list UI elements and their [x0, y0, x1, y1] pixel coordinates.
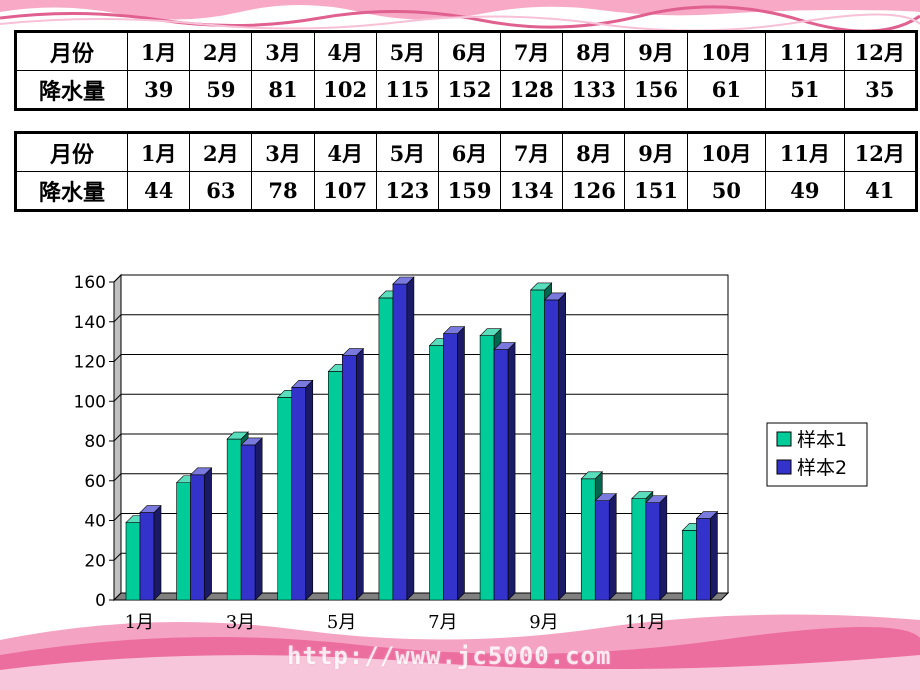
- value-cell: 41: [843, 171, 918, 211]
- gridline-side: [113, 433, 122, 442]
- bar-样本2-2月: [189, 467, 213, 601]
- month-cell: 4月: [313, 31, 377, 71]
- bar-样本2-5月: [341, 347, 365, 601]
- bar-样本2-6月: [392, 276, 415, 601]
- table-header-row: 月份 1月 2月 3月 4月 5月 6月 7月 8月 9月 10月 11月 12…: [14, 132, 918, 172]
- value-cell: 151: [624, 171, 688, 211]
- month-cell: 1月: [127, 31, 191, 71]
- bar-样本2-4月: [291, 379, 314, 601]
- value-cell: 134: [500, 171, 564, 211]
- x-tick-label: 9月: [529, 612, 558, 633]
- legend-label: 样本1: [797, 429, 847, 451]
- x-tick-label: 3月: [226, 612, 255, 633]
- bar-样本2-9月: [543, 292, 567, 601]
- gridline-side: [113, 473, 122, 482]
- legend-swatch-样本1: [776, 431, 792, 447]
- value-cell: 39: [127, 70, 191, 110]
- value-label: 降水量: [14, 171, 129, 211]
- month-cell: 6月: [437, 132, 502, 172]
- month-cell: 1月: [127, 132, 191, 172]
- gridline-side: [113, 393, 122, 402]
- y-tick-label: 140: [74, 313, 106, 333]
- value-cell: 78: [251, 171, 315, 211]
- bottom-wave-decoration: [0, 614, 920, 690]
- month-cell: 5月: [375, 132, 439, 172]
- precipitation-table-sample-1: 月份 1月 2月 3月 4月 5月 6月 7月 8月 9月 10月 11月 12…: [14, 30, 918, 111]
- value-cell: 102: [313, 70, 377, 110]
- y-tick-label: 120: [74, 353, 106, 373]
- month-cell: 9月: [624, 132, 688, 172]
- bar-样本2-3月: [240, 437, 263, 601]
- value-cell: 152: [437, 70, 502, 110]
- watermark-url: http://www.jc5000.com: [287, 642, 612, 670]
- gridline-side: [113, 314, 122, 323]
- month-cell: 3月: [251, 31, 315, 71]
- bar-样本2-10月: [594, 492, 617, 601]
- y-tick-label: 40: [84, 512, 106, 532]
- y-tick-label: 100: [74, 392, 106, 412]
- value-cell: 49: [765, 171, 845, 211]
- value-cell: 51: [765, 70, 845, 110]
- x-tick-label: 7月: [428, 612, 457, 633]
- month-cell: 8月: [562, 31, 626, 71]
- table-value-row: 降水量 39 59 81 102 115 152 128 133 156 61 …: [14, 70, 918, 110]
- value-cell: 133: [562, 70, 626, 110]
- table-value-row: 降水量 44 63 78 107 123 159 134 126 151 50 …: [14, 171, 918, 211]
- month-cell: 2月: [189, 31, 253, 71]
- value-cell: 107: [313, 171, 377, 211]
- value-cell: 59: [189, 70, 253, 110]
- gridline-side: [113, 274, 122, 283]
- month-cell: 3月: [251, 132, 315, 172]
- bar-样本2-7月: [442, 325, 466, 601]
- month-cell: 9月: [624, 31, 688, 71]
- gridline-side: [113, 552, 122, 561]
- value-cell: 81: [251, 70, 315, 110]
- value-cell: 50: [686, 171, 767, 211]
- value-cell: 159: [437, 171, 502, 211]
- value-cell: 61: [686, 70, 767, 110]
- top-wave-decoration: [0, 0, 920, 30]
- value-cell: 35: [843, 70, 918, 110]
- x-tick-label: 1月: [125, 612, 154, 633]
- y-tick-label: 20: [84, 551, 106, 571]
- bar-样本2-12月: [695, 510, 719, 601]
- x-tick-label: 11月: [625, 612, 666, 633]
- precipitation-table-sample-2: 月份 1月 2月 3月 4月 5月 6月 7月 8月 9月 10月 11月 12…: [14, 131, 918, 212]
- y-tick-label: 160: [74, 273, 106, 293]
- y-tick-label: 0: [95, 591, 106, 611]
- y-tick-label: 60: [84, 472, 106, 492]
- gridline-side: [113, 513, 122, 521]
- value-cell: 63: [189, 171, 253, 211]
- bar-样本2-11月: [645, 494, 668, 601]
- month-cell: 8月: [562, 132, 626, 172]
- bar-样本2-8月: [493, 341, 516, 601]
- month-cell: 12月: [843, 31, 918, 71]
- bar-样本2-1月: [139, 504, 162, 601]
- x-tick-label: 5月: [327, 612, 356, 633]
- value-cell: 44: [127, 171, 191, 211]
- month-cell: 10月: [686, 132, 767, 172]
- legend-label: 样本2: [797, 457, 847, 479]
- month-cell: 12月: [843, 132, 918, 172]
- value-cell: 123: [375, 171, 439, 211]
- value-cell: 115: [375, 70, 439, 110]
- month-cell: 10月: [686, 31, 767, 71]
- month-cell: 6月: [437, 31, 502, 71]
- y-tick-label: 80: [84, 432, 106, 452]
- month-cell: 2月: [189, 132, 253, 172]
- legend-swatch-样本2: [776, 459, 792, 475]
- month-cell: 11月: [765, 132, 845, 172]
- value-cell: 156: [624, 70, 688, 110]
- gridline-side: [113, 354, 122, 362]
- value-cell: 126: [562, 171, 626, 211]
- table-header-row: 月份 1月 2月 3月 4月 5月 6月 7月 8月 9月 10月 11月 12…: [14, 31, 918, 71]
- value-label: 降水量: [14, 70, 129, 110]
- value-cell: 128: [500, 70, 564, 110]
